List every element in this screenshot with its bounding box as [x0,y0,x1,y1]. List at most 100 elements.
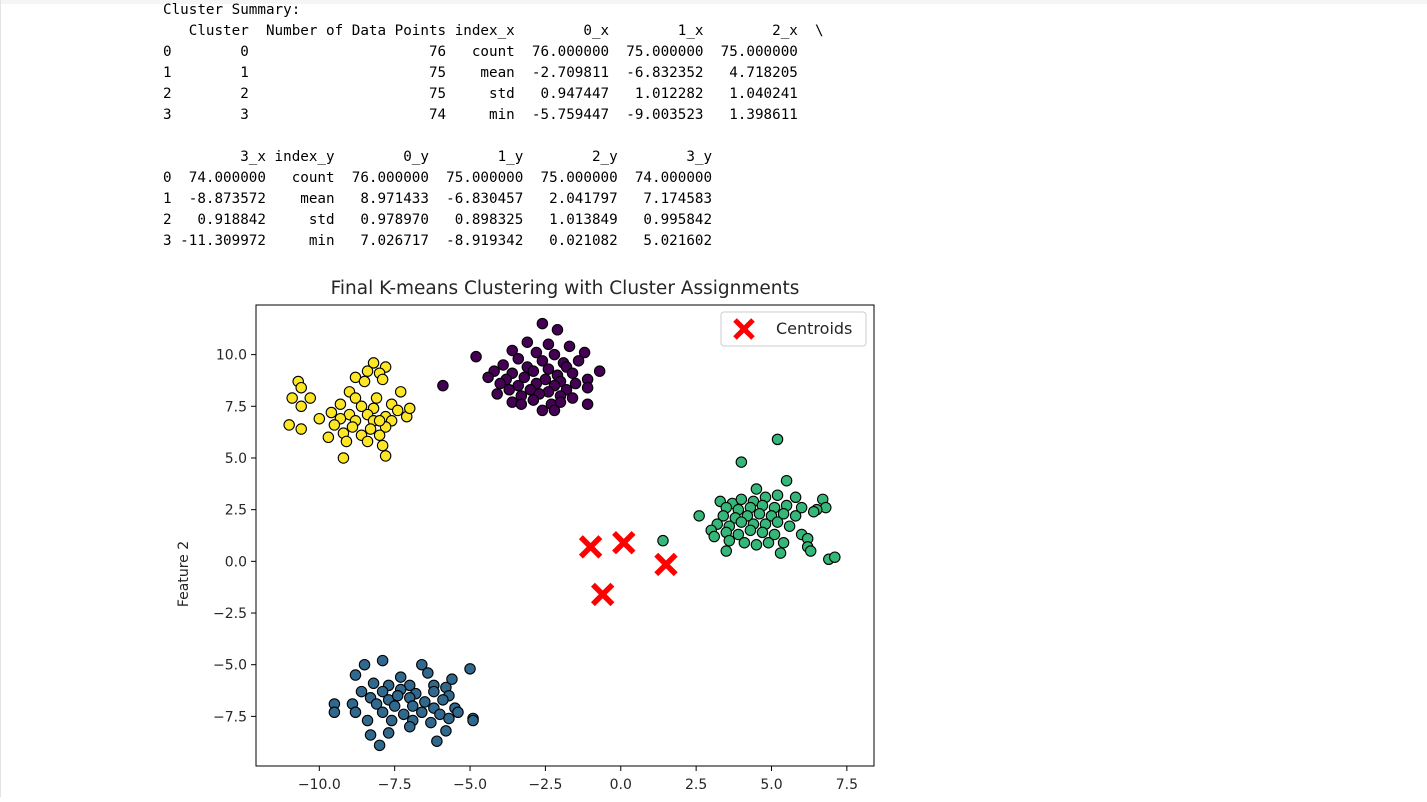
cell-output-text: Cluster Summary: Cluster Number of Data … [163,0,824,252]
cluster-3-point [325,406,338,419]
cluster-1-point [358,658,371,671]
cluster-3-point [373,429,386,441]
cluster-0-point [548,348,561,361]
y-tick-label: 0.0 [225,554,247,570]
cluster-2-point [777,536,790,549]
cluster-2-point [789,510,802,522]
cluster-3-point [370,392,383,404]
cluster-3-point [391,404,404,417]
cluster-1-point [443,712,455,725]
centroid-marker [590,582,615,607]
cluster-3-point [376,373,389,386]
y-tick-label: 10.0 [216,348,247,364]
y-tick-label: −5.0 [213,658,247,674]
cluster-0-point [494,377,506,390]
cluster-3-point [376,439,389,452]
output-line: 1 -8.873572 mean 8.971433 -6.830457 2.04… [163,191,713,207]
cluster-1-point [349,706,362,719]
cluster-1-point [419,696,431,708]
cluster-2-point [789,491,802,504]
chart-legend: Centroids [720,311,867,347]
cluster-3-point [373,415,386,427]
cluster-3-point [379,450,392,462]
cluster-1-point [376,654,389,667]
cluster-1-point [428,685,440,698]
cluster-0-point [536,317,549,330]
cluster-1-point [349,669,362,681]
x-tick-label: 7.5 [836,777,858,793]
cluster-2-point [771,433,784,446]
cluster-2-point [753,508,766,520]
cluster-0-point [515,398,528,410]
centroid-marker [654,552,678,577]
cluster-0-point [521,336,534,348]
x-tick-label: −7.5 [378,777,412,793]
output-line: 3 3 74 min -5.759447 -9.003523 1.398611 [163,107,798,123]
cluster-1-point [431,735,443,747]
cluster-2-point [807,505,820,518]
output-line: 2 0.918842 std 0.978970 0.898325 1.01384… [163,212,713,228]
y-axis-ticks: −7.5 −5.0 −2.5 0.0 2.5 5.0 7.5 10.0 [213,348,256,725]
cluster-3-point [313,412,326,425]
cluster-1-point [328,706,341,719]
cluster-1-point [373,739,386,752]
cluster-2-point [708,530,720,543]
cluster-2-point [693,510,705,522]
cluster-1-point [355,685,368,698]
cluster-1-point [388,700,401,712]
output-line: 2 2 75 std 0.947447 1.012282 1.040241 [163,86,798,102]
x-tick-label: 2.5 [685,777,707,793]
cluster-0-point [542,363,555,375]
scatter-chart: Final K-means Clustering with Cluster As… [176,278,875,793]
cluster-2-point [780,474,793,487]
cluster-2-point [829,551,841,563]
cluster-1-point [361,714,374,727]
cluster-2-point [735,516,748,528]
cluster-2-point [657,534,669,547]
cluster-2-point [717,510,730,522]
cluster-0-point [581,398,594,410]
output-line: 0 0 76 count 76.000000 75.000000 75.0000… [163,44,798,60]
cluster-0-point [554,396,567,408]
cell-left-border [0,0,1,797]
cluster-1-point [467,714,479,727]
cluster-1-point [440,725,452,737]
cluster-2-point [774,547,787,559]
cluster-2-point [771,516,784,528]
cluster-1-point [370,698,383,710]
chart-figure: Final K-means Clustering with Cluster As… [163,268,893,802]
cluster-2-point [744,524,757,537]
cluster-1-point [391,689,404,702]
x-axis-ticks: −10.0 −7.5 −5.0 −2.5 0.0 2.5 5.0 7.5 [298,766,858,793]
cluster-0-point [536,404,549,417]
cluster-1-point [425,716,437,729]
centroid-marker [578,535,603,559]
cluster-1-point [397,708,410,721]
cluster-0-point [569,377,582,390]
cluster-1-point [464,663,476,675]
cluster-3-point [403,402,416,415]
cluster-3-point [358,375,371,388]
centroid-marker [612,531,636,555]
cluster-2-point [732,528,745,541]
cluster-1-point [437,694,449,706]
cluster-3-point [304,392,317,404]
cluster-1-point [403,720,416,733]
cluster-0-point [593,365,606,377]
cluster-2-point [783,520,796,532]
cluster-0-point [581,381,594,394]
legend-label-centroids: Centroids [776,319,852,338]
scatter-points [283,317,841,752]
cluster-2-point [795,501,808,514]
cluster-2-point [738,536,751,549]
cluster-3-point [349,392,362,404]
output-line: 3 -11.309972 min 7.026717 -8.919342 0.02… [163,233,713,249]
cluster-3-point [322,431,335,444]
y-tick-label: −7.5 [213,709,247,725]
cluster-2-point [777,508,790,520]
cluster-3-point [394,386,407,398]
cluster-1-point [385,714,398,727]
legend-box [720,311,867,347]
cluster-0-point [548,404,561,417]
cluster-3-point [283,419,295,431]
